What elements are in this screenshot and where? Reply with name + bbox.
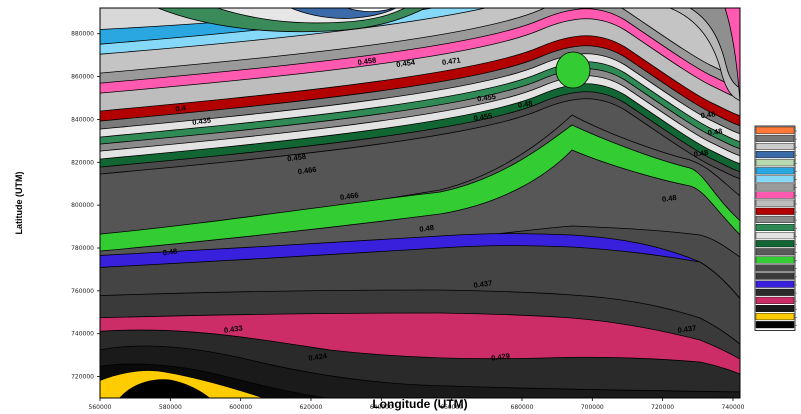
legend-swatch — [755, 296, 795, 304]
legend-swatch — [755, 280, 795, 288]
legend-swatch — [755, 134, 795, 142]
contour-label: 0.437 — [677, 323, 697, 335]
legend-swatch — [755, 272, 795, 280]
contour-label: 0.48 — [162, 246, 178, 257]
contour-label: 0.458 — [357, 55, 377, 67]
legend-swatch — [755, 223, 795, 231]
y-tick-label: 780000 — [71, 245, 94, 252]
x-tick-label: 680000 — [511, 404, 534, 411]
legend-swatch — [755, 288, 795, 296]
contour-label: 0.424 — [308, 351, 329, 363]
legend — [754, 125, 797, 331]
legend-swatch — [755, 215, 795, 223]
plot-frame — [99, 7, 741, 399]
y-axis: 880000 860000 840000 820000 800000 780000 7600… — [71, 31, 100, 381]
x-tick-label: 620000 — [300, 404, 323, 411]
contour-band — [346, 8, 395, 12]
contour-label: 0.458 — [287, 152, 307, 164]
legend-swatch — [755, 151, 795, 159]
contour-label: 0.429 — [491, 351, 511, 363]
contour-band — [119, 379, 211, 398]
x-tick-label: 740000 — [722, 404, 745, 411]
y-tick-label: 820000 — [71, 159, 94, 166]
contour-hill — [555, 51, 591, 89]
y-tick-label: 720000 — [71, 374, 94, 381]
contour-labels: 0.458 0.454 0.471 0.4 0.435 0.455 0.48 0.455 0.4… — [162, 55, 723, 362]
legend-swatch — [755, 240, 795, 248]
legend-swatch — [755, 199, 795, 207]
legend-swatch — [755, 183, 795, 191]
contour-label: 0.48 — [517, 99, 533, 110]
contour-label: 0.48 — [693, 148, 709, 159]
legend-swatch — [755, 175, 795, 183]
x-tick-label: 600000 — [229, 404, 252, 411]
y-axis-title: Latitude (UTM) — [14, 172, 24, 235]
contour-band — [689, 8, 740, 89]
legend-swatch — [755, 256, 795, 264]
y-tick-label: 860000 — [71, 74, 94, 81]
x-tick-label: 700000 — [581, 404, 604, 411]
legend-swatch — [755, 248, 795, 256]
legend-swatch — [755, 191, 795, 199]
contour-label: 0.48 — [661, 193, 677, 204]
contour-band — [724, 8, 740, 103]
contour-label: 0.466 — [297, 165, 317, 177]
contour-label: 0.48 — [419, 223, 435, 234]
contour-label: 0.454 — [396, 58, 417, 70]
contour-label: 0.4 — [175, 103, 187, 113]
y-tick-label: 800000 — [71, 202, 94, 209]
legend-swatch — [755, 264, 795, 272]
legend-swatch — [755, 142, 795, 150]
y-tick-label: 740000 — [71, 331, 94, 338]
contour-label: 0.455 — [477, 92, 497, 104]
contour-label: 0.455 — [473, 111, 493, 123]
contour-label: 0.435 — [192, 115, 212, 127]
contour-label: 0.471 — [441, 55, 461, 67]
legend-swatch — [755, 305, 795, 313]
x-tick-label: 580000 — [159, 404, 182, 411]
contour-band — [350, 0, 402, 7]
legend-swatch — [755, 126, 795, 134]
south-bands — [100, 114, 740, 398]
contour-label: 0.466 — [339, 190, 359, 202]
plot-area: 0.458 0.454 0.471 0.4 0.435 0.455 0.48 0.455 0.4… — [100, 0, 740, 398]
x-tick-label: 660000 — [440, 404, 463, 411]
legend-swatch — [755, 313, 795, 321]
x-tick-label: 560000 — [89, 404, 112, 411]
east-ridge — [669, 8, 740, 103]
contour-label: 0.433 — [223, 323, 243, 335]
legend-swatch — [755, 232, 795, 240]
legend-swatch — [755, 207, 795, 215]
y-tick-label: 880000 — [71, 31, 94, 38]
y-tick-label: 840000 — [71, 116, 94, 123]
x-tick-label: 640000 — [370, 404, 393, 411]
legend-swatch — [755, 159, 795, 167]
north-bands — [100, 0, 740, 180]
x-axis-title: Longitude (UTM) — [372, 397, 467, 411]
y-tick-label: 760000 — [71, 288, 94, 295]
legend-swatch — [755, 321, 795, 329]
contour-label: 0.48 — [707, 126, 723, 137]
contour-label: 0.437 — [473, 278, 493, 290]
legend-swatch — [755, 167, 795, 175]
x-tick-label: 720000 — [651, 404, 674, 411]
contour-label: 0.48 — [700, 109, 716, 120]
x-axis: 560000 580000 600000 620000 640000 660000 6800… — [89, 398, 745, 411]
